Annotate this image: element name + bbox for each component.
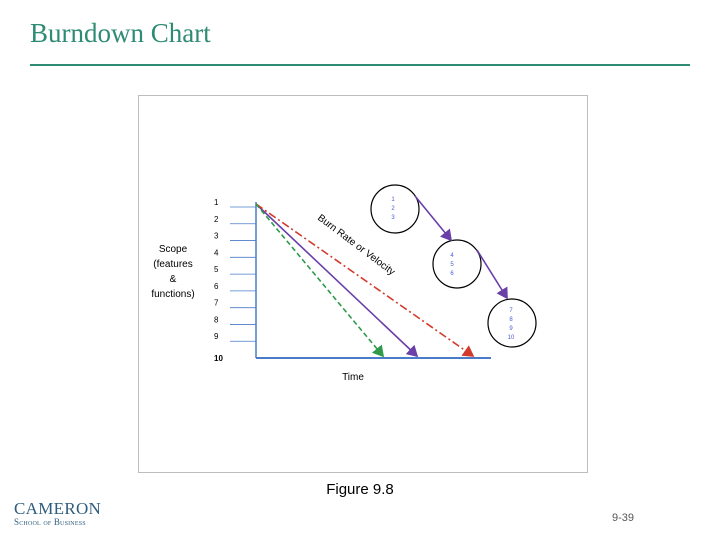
- sprint-arrow-1: [414, 195, 453, 242]
- sprint-arrow-2: [476, 249, 508, 300]
- burndown-line-red: [255, 203, 475, 357]
- y-tick-label: 2: [214, 215, 219, 224]
- gridlines: [230, 206, 256, 342]
- y-axis-label: Scope (features & functions): [151, 244, 194, 300]
- y-axis-label-line: &: [170, 274, 177, 285]
- circle-2-item: 4: [450, 253, 454, 259]
- figure-frame: Scope (features & functions) 1 2 3 4 5 6 7 8 9 10…: [138, 95, 588, 473]
- school-logo: CAMERON School of Business: [14, 500, 124, 528]
- circle-1-item: 3: [391, 215, 395, 221]
- sprint-circle-2: [432, 239, 482, 289]
- y-tick-label: 4: [214, 248, 219, 257]
- slide-title: Burndown Chart: [30, 18, 211, 48]
- title-divider: [30, 64, 690, 66]
- y-tick-label: 3: [214, 232, 219, 241]
- burndown-line-purple: [255, 203, 419, 358]
- y-axis-label-line: functions): [151, 289, 194, 300]
- circle-1-item: 2: [391, 206, 395, 212]
- y-tick-label: 6: [214, 282, 219, 291]
- circle-1-item: 1: [391, 197, 395, 203]
- circle-3-item: 9: [509, 326, 513, 332]
- burndown-line-green: [255, 203, 385, 358]
- y-tick-label: 8: [214, 315, 219, 324]
- figure-caption: Figure 9.8: [326, 481, 394, 498]
- y-tick-labels: 1 2 3 4 5 6 7 8 9 10: [214, 198, 223, 363]
- y-axis-label-line: Scope: [159, 244, 188, 255]
- y-tick-label: 9: [214, 332, 219, 341]
- circle-3-item: 8: [509, 317, 513, 323]
- y-tick-label: 5: [214, 265, 219, 274]
- sprint-circle-3: [487, 298, 537, 348]
- circle-2-item: 6: [450, 271, 454, 277]
- sprint-circle-1: [370, 184, 420, 234]
- logo-subtitle: School of Business: [14, 517, 86, 527]
- circle-3-item: 10: [508, 335, 515, 341]
- y-tick-label: 1: [214, 198, 219, 207]
- y-tick-label: 10: [214, 354, 223, 363]
- page-number: 9-39: [612, 512, 635, 524]
- y-axis-label-line: (features: [153, 259, 192, 270]
- logo-wordmark: CAMERON: [14, 499, 102, 518]
- circle-2-item: 5: [450, 262, 454, 268]
- circle-3-item: 7: [509, 308, 513, 314]
- x-axis-label: Time: [342, 372, 364, 383]
- burn-rate-annotation: Burn Rate or Velocity: [315, 213, 397, 278]
- burndown-chart: Scope (features & functions) 1 2 3 4 5 6 7 8 9 10…: [151, 184, 537, 383]
- y-tick-label: 7: [214, 299, 219, 308]
